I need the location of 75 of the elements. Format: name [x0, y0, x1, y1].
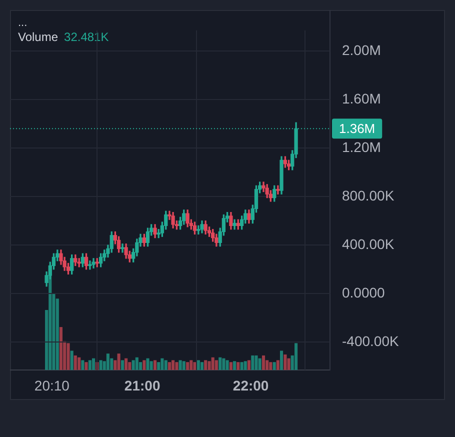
bar — [59, 327, 63, 370]
bar — [200, 362, 204, 370]
y-tick-label: 1.20M — [342, 138, 381, 155]
bar — [233, 361, 236, 370]
bar — [70, 350, 74, 370]
bar — [251, 355, 254, 370]
bar — [84, 362, 88, 370]
bar — [240, 362, 244, 370]
bar — [258, 358, 262, 370]
bar — [157, 362, 160, 370]
bar — [66, 343, 70, 370]
bar — [142, 360, 146, 370]
annotation: 32.481K — [64, 30, 109, 44]
bar — [247, 360, 250, 370]
bar — [78, 357, 81, 370]
candlestick — [276, 185, 280, 194]
bar — [269, 362, 272, 370]
bar — [193, 362, 196, 370]
bar — [117, 354, 120, 370]
bar — [218, 357, 222, 370]
bar — [99, 360, 102, 370]
bar — [229, 362, 232, 370]
bar — [74, 355, 77, 370]
bar — [160, 358, 164, 370]
y-tick-label: 800.00K — [342, 187, 395, 204]
bar — [146, 358, 150, 370]
x-tick-label: 22:00 — [232, 377, 269, 394]
y-tick-label: -400.00K — [342, 332, 400, 349]
bar — [280, 350, 284, 370]
bar — [226, 360, 229, 370]
bar — [88, 360, 92, 370]
annotation: Volume — [18, 30, 58, 44]
bar — [222, 358, 226, 370]
bar — [120, 360, 124, 370]
bar — [178, 360, 182, 370]
bar — [135, 357, 138, 370]
bar — [150, 361, 153, 370]
bar — [276, 360, 280, 370]
bar — [196, 360, 200, 370]
bar — [172, 360, 175, 370]
bar — [254, 355, 258, 370]
bar — [284, 354, 287, 370]
bar — [168, 362, 171, 370]
x-tick-label: 21:00 — [124, 377, 160, 394]
y-tick-label: 2.00M — [342, 42, 381, 58]
bar — [272, 362, 276, 370]
bar — [244, 361, 247, 370]
bar — [262, 355, 266, 370]
bar — [175, 362, 178, 370]
ref-line-label: 1.36M — [339, 121, 376, 136]
bar — [128, 362, 132, 370]
bar — [81, 360, 84, 370]
bar — [236, 362, 240, 370]
bar — [208, 361, 211, 370]
bar — [164, 360, 168, 370]
y-tick-label: 0.0000 — [342, 284, 386, 300]
bar — [294, 343, 298, 370]
bar — [182, 361, 186, 370]
y-tick-label: 400.00K — [342, 236, 395, 252]
candlestick — [120, 244, 124, 253]
bar — [124, 358, 128, 370]
bar — [287, 358, 290, 370]
text: ... — [18, 17, 28, 29]
y-tick-label: 1.60M — [342, 90, 381, 106]
bar — [211, 357, 214, 370]
bar — [106, 354, 110, 370]
bar — [132, 360, 135, 370]
bar — [214, 360, 218, 370]
bar — [190, 360, 193, 370]
bar — [154, 360, 157, 370]
bar — [204, 360, 208, 370]
bar — [186, 362, 190, 370]
bar — [92, 358, 96, 370]
x-tick-label: 20:10 — [34, 377, 70, 394]
candlestick — [88, 260, 92, 270]
